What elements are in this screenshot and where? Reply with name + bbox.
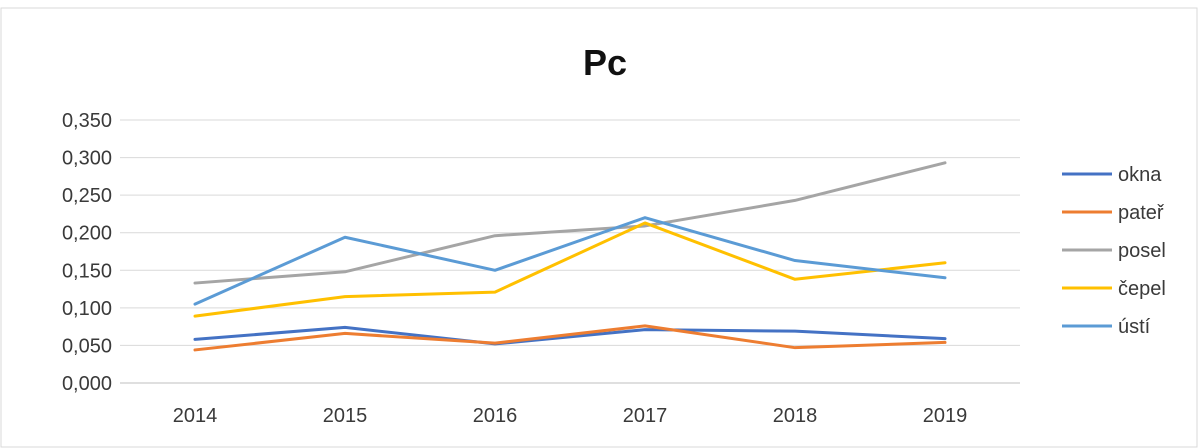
- x-tick-label: 2019: [923, 405, 968, 427]
- legend-label: okna: [1118, 164, 1162, 186]
- x-tick-label: 2014: [173, 405, 218, 427]
- y-tick-label: 0,350: [62, 110, 112, 132]
- legend-label: čepel: [1118, 278, 1166, 300]
- legend-label: pateř: [1118, 202, 1165, 224]
- legend-label: ústí: [1118, 316, 1151, 338]
- x-tick-label: 2015: [323, 405, 368, 427]
- x-tick-label: 2016: [473, 405, 518, 427]
- series-line-1: [193, 325, 947, 346]
- series-line-4: [193, 221, 947, 318]
- x-axis-tick-labels: 2014 2015 2016 2017 2018 2019: [173, 405, 968, 427]
- y-tick-label: 0,200: [62, 223, 112, 245]
- y-tick-label: 0,000: [62, 373, 112, 395]
- series-line-5: [193, 216, 947, 306]
- x-tick-label: 2018: [773, 405, 818, 427]
- series-lines: [193, 161, 947, 352]
- y-tick-label: 0,250: [62, 185, 112, 207]
- y-tick-label: 0,150: [62, 260, 112, 282]
- y-tick-label: 0,050: [62, 335, 112, 357]
- y-tick-label: 0,100: [62, 298, 112, 320]
- legend-label: posel: [1118, 240, 1166, 262]
- series-line-3: [193, 161, 947, 285]
- chart-title: Pc: [583, 42, 627, 83]
- y-axis-tick-labels: 0,000 0,050 0,100 0,150 0,200 0,250 0,300 0,350: [62, 110, 112, 395]
- legend: okna pateř posel čepel ústí: [1062, 164, 1166, 338]
- x-tick-label: 2017: [623, 405, 668, 427]
- y-tick-label: 0,300: [62, 148, 112, 170]
- series-line-2: [193, 324, 947, 352]
